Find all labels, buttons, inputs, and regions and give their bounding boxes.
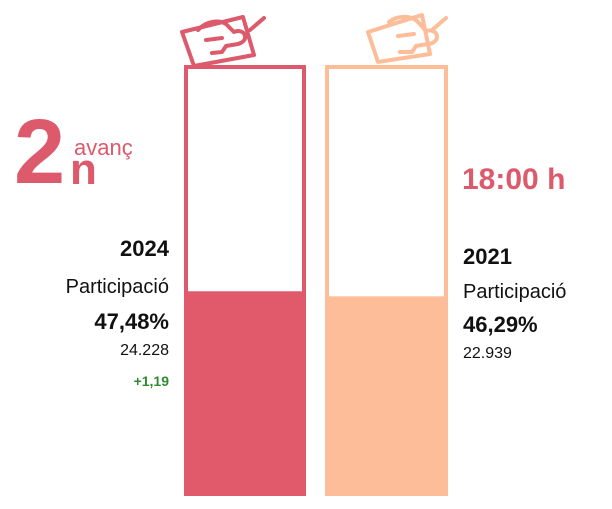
previous-voters: 22.939 [463, 345, 512, 362]
round-suffix: n [70, 145, 97, 194]
current-diff: +1,19 [133, 373, 169, 389]
current-label: Participació [65, 276, 169, 298]
bar-2024-outline [184, 65, 306, 496]
ballot-hand-icon [180, 15, 266, 68]
time-label: 18:00 h [462, 163, 566, 196]
current-voters: 24.228 [120, 342, 169, 359]
previous-year: 2021 [463, 244, 512, 269]
previous-percent: 46,29% [463, 312, 538, 337]
bar-2021-fill [325, 296, 448, 496]
ballot-hand-icon [366, 13, 448, 64]
round-number: 2 [14, 101, 65, 203]
current-year: 2024 [120, 236, 169, 261]
current-percent: 47,48% [94, 309, 169, 334]
previous-label: Participació [463, 281, 567, 303]
bar-2021-outline [325, 65, 448, 496]
bar-2024 [184, 65, 306, 496]
round-word: avanç [74, 135, 133, 160]
bar-2024-fill [184, 291, 306, 496]
bar-2021 [325, 65, 448, 496]
